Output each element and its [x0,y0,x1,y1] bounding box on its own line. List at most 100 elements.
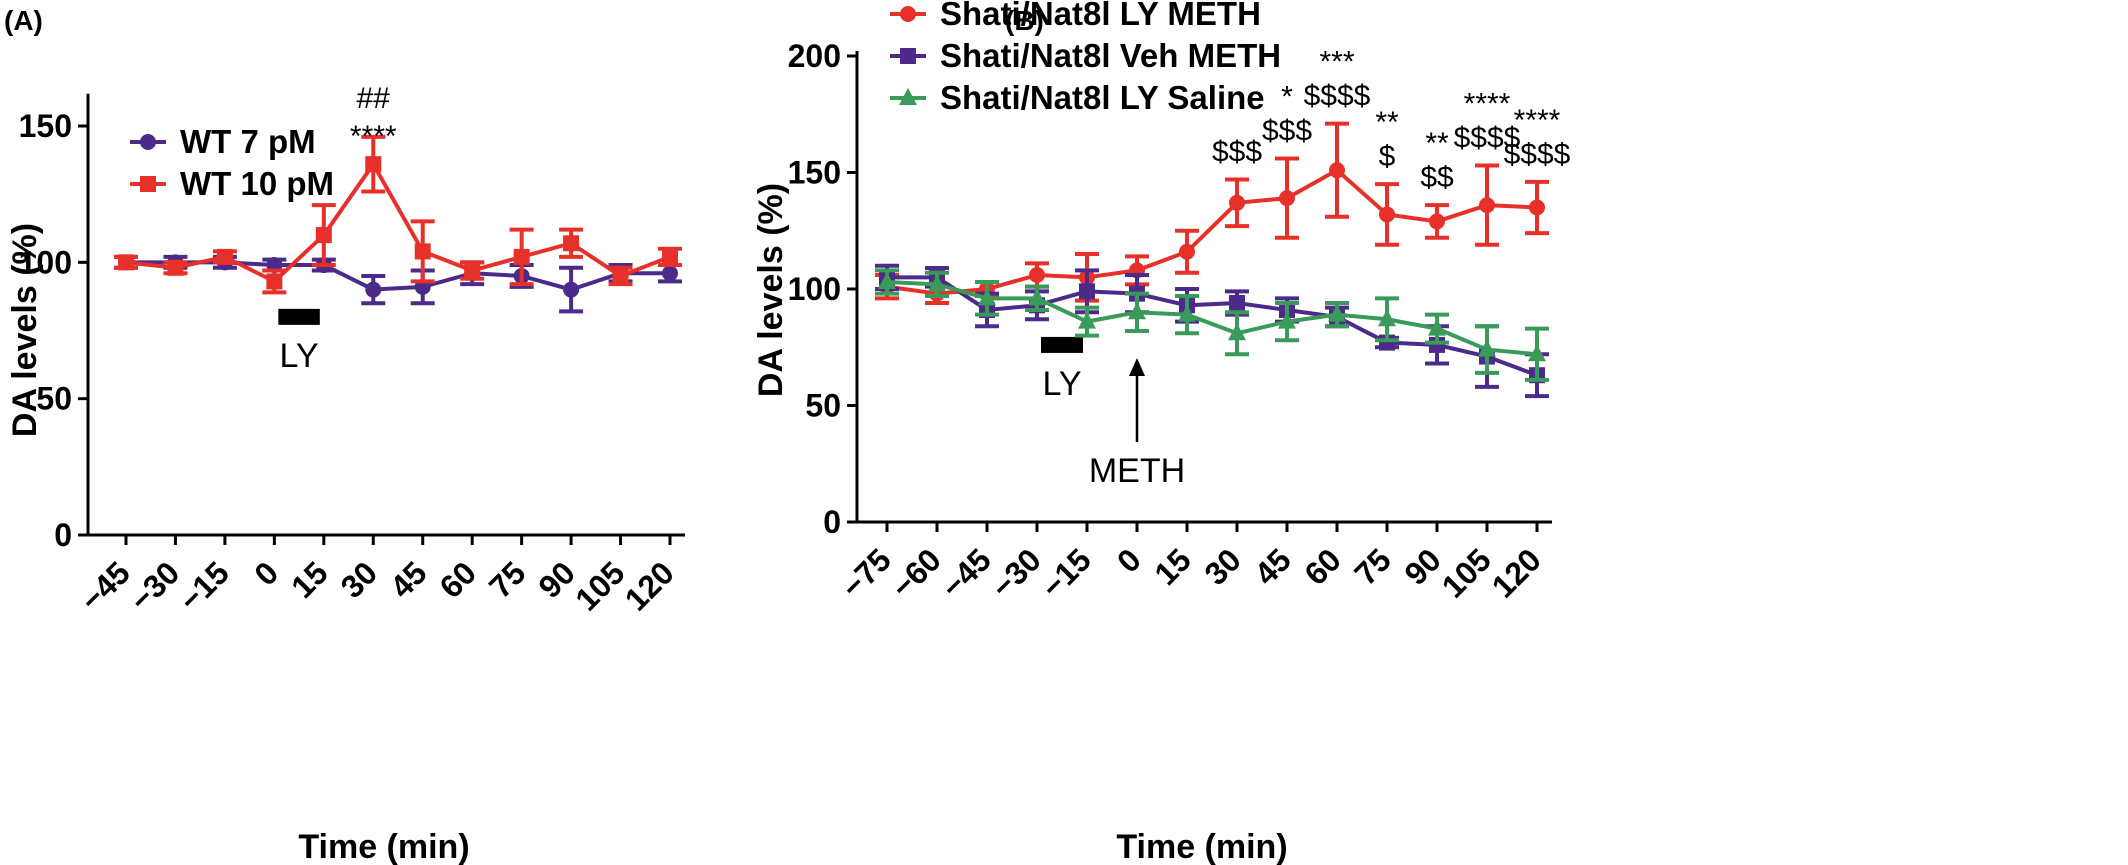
data-point [878,272,896,290]
data-point [365,281,382,298]
x-tick-label: 45 [383,554,434,605]
x-tick-label: −45 [934,541,998,605]
significance-label: **** [1514,104,1561,137]
x-tick-label: 105 [1435,541,1498,604]
data-point [1478,339,1496,357]
y-tick-label: 150 [788,155,841,191]
x-tick-label: 30 [1197,541,1248,592]
data-point [1328,304,1346,322]
data-point [1479,197,1495,214]
panel-label-a: (A) [4,5,43,36]
x-tick-label: 60 [1297,541,1348,592]
data-point [1029,267,1045,284]
data-point [513,248,530,265]
data-point [315,227,332,244]
data-point [1329,162,1345,179]
significance-label: ** [1375,106,1399,139]
x-tick-label: 15 [1147,541,1198,592]
significance-label: **** [1464,88,1511,121]
significance-label: $$$$ [1504,138,1571,171]
data-point [414,243,431,260]
x-tick-label: 15 [284,554,335,605]
data-point [563,281,580,298]
legend-marker [140,134,156,150]
x-axis-title: Time (min) [298,828,469,865]
data-point [1128,302,1146,320]
data-point [1179,243,1195,260]
significance-label: ## [357,82,391,115]
meth-arrow-head [1129,358,1145,376]
y-tick-label: 50 [805,388,841,424]
significance-label: $$$ [1212,135,1262,168]
data-point [167,259,184,276]
x-tick-label: −30 [123,554,187,618]
x-tick-label: 75 [1347,541,1398,592]
legend-entry: Shati/Nat8l LY Saline [940,79,1265,116]
series-1 [114,134,682,295]
x-tick-label: −15 [1034,541,1098,605]
significance-label: $ [1379,140,1396,173]
ly-treatment-bar [1041,336,1083,353]
data-point [365,156,382,173]
legend-entry: WT 7 pM [180,123,316,160]
data-point [464,262,481,279]
y-tick-label: 150 [19,108,72,144]
legend-entry: WT 10 pM [180,165,334,202]
x-tick-label: 30 [334,554,385,605]
data-point [1278,311,1296,329]
legend-marker [900,48,916,64]
data-point [1079,283,1095,300]
significance-label: $$$$ [1304,80,1371,113]
legend-entry: Shati/Nat8l LY METH [940,0,1261,32]
legend-marker [900,6,916,22]
meth-arrow-label: METH [1089,452,1185,490]
panel-label-b: (B) [1005,5,1044,36]
y-tick-label: 200 [788,38,841,74]
x-tick-label: 45 [1247,541,1298,592]
legend-marker [140,176,156,192]
ly-bar-label: LY [1042,365,1081,403]
significance-label: $$$$ [1454,122,1521,155]
x-tick-label: 60 [433,554,484,605]
legend-marker [899,88,917,105]
x-tick-label: 0 [247,554,285,592]
x-tick-label: −30 [984,541,1048,605]
y-tick-label: 50 [36,381,72,417]
y-tick-label: 0 [823,504,841,540]
data-point [1428,318,1446,336]
series-line [125,160,671,284]
data-point [978,288,996,306]
data-point [612,267,629,284]
series-line [886,280,1538,357]
significance-label: * [1281,81,1293,114]
significance-label: ** [1425,127,1449,160]
significance-label: $$$ [1262,115,1312,148]
data-point [1279,190,1295,207]
x-tick-label: 120 [618,554,681,617]
data-point [1228,323,1246,341]
data-point [1078,311,1096,329]
data-point [1529,199,1545,216]
x-tick-label: 120 [1485,541,1548,604]
y-tick-label: 100 [788,271,841,307]
x-tick-label: −75 [834,541,898,605]
data-point [563,235,580,252]
ly-bar-label: LY [280,337,319,375]
data-point [1229,294,1245,311]
data-point [266,273,283,290]
y-tick-label: 0 [54,517,72,553]
data-point [662,248,678,265]
y-axis-title: DA levels (%) [6,223,44,437]
legend-entry: Shati/Nat8l Veh METH [940,37,1281,74]
x-tick-label: 0 [1110,541,1148,579]
y-tick-label: 100 [19,244,72,280]
significance-label: $$ [1420,161,1454,194]
significance-label: **** [350,120,397,153]
series-2 [875,268,1549,382]
x-tick-label: 75 [482,554,533,605]
